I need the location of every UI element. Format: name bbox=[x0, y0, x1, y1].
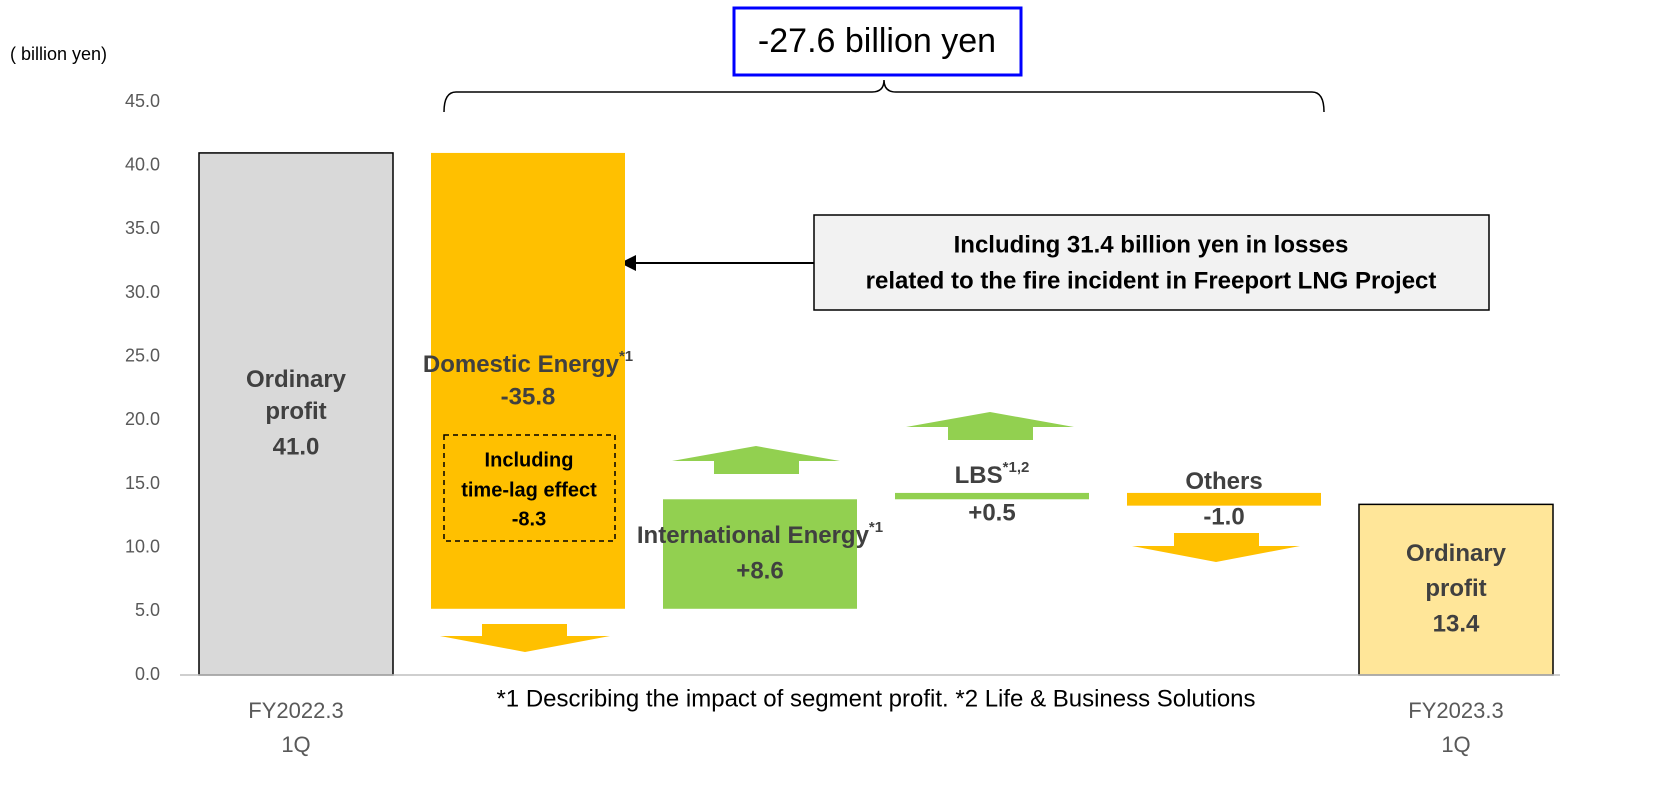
callout-box bbox=[813, 214, 1490, 311]
y-tick-label: 15.0 bbox=[125, 473, 160, 493]
y-tick-label: 45.0 bbox=[125, 91, 160, 111]
bar-label-text: Domestic Energy bbox=[423, 351, 620, 378]
value-label: 13.4 bbox=[1433, 610, 1480, 637]
value-label: +8.6 bbox=[736, 557, 783, 584]
y-tick-label: 35.0 bbox=[125, 218, 160, 238]
bar-label-text: International Energy bbox=[637, 522, 870, 549]
y-tick-label: 10.0 bbox=[125, 536, 160, 556]
bar bbox=[663, 499, 857, 609]
x-tick-label: 1Q bbox=[1441, 732, 1470, 757]
unit-label: ( billion yen) bbox=[10, 44, 107, 64]
bar-label-text: profit bbox=[265, 398, 326, 425]
y-tick-label: 30.0 bbox=[125, 282, 160, 302]
x-tick-label: 1Q bbox=[281, 732, 310, 757]
total-change-box bbox=[732, 6, 1023, 77]
bar-label: LBS*1,2 bbox=[955, 459, 1030, 489]
value-label: -35.8 bbox=[501, 383, 556, 410]
up-arrow bbox=[906, 412, 1074, 440]
bar-label: International Energy*1 bbox=[637, 519, 883, 549]
superscript: *1 bbox=[869, 519, 883, 536]
bar-label-text: LBS bbox=[955, 462, 1003, 489]
down-arrow bbox=[1132, 533, 1300, 562]
superscript: *1,2 bbox=[1003, 459, 1030, 476]
note-box bbox=[443, 434, 616, 542]
down-arrow bbox=[440, 624, 610, 652]
callout-line: related to the fire incident in Freeport… bbox=[866, 267, 1437, 294]
note-line: time-lag effect bbox=[461, 479, 597, 501]
superscript: *1 bbox=[619, 348, 633, 365]
bar-label-text: profit bbox=[1425, 575, 1486, 602]
y-tick-label: 40.0 bbox=[125, 154, 160, 174]
bar-label-text: Others bbox=[1185, 468, 1262, 495]
total-change: -27.6 billion yen bbox=[758, 22, 996, 60]
bar bbox=[431, 152, 625, 609]
value-label: -1.0 bbox=[1203, 503, 1244, 530]
up-arrow bbox=[672, 446, 840, 474]
bar-label: profit bbox=[1425, 575, 1486, 602]
callout-line: Including 31.4 billion yen in losses bbox=[954, 231, 1349, 258]
bar bbox=[1127, 492, 1321, 506]
bar-label: Others bbox=[1185, 468, 1262, 495]
bar bbox=[1358, 503, 1554, 676]
callout-arrowhead bbox=[620, 255, 636, 271]
y-tick-label: 20.0 bbox=[125, 409, 160, 429]
bar-label: profit bbox=[265, 398, 326, 425]
x-tick-label: FY2023.3 bbox=[1408, 698, 1503, 723]
x-tick-label: FY2022.3 bbox=[248, 698, 343, 723]
note-line: Including bbox=[485, 449, 574, 471]
bar-label-text: Ordinary bbox=[246, 366, 347, 393]
bar-label: Domestic Energy*1 bbox=[423, 348, 633, 378]
value-label: +0.5 bbox=[968, 499, 1015, 526]
brace bbox=[443, 79, 1325, 113]
value-label: 41.0 bbox=[273, 433, 320, 460]
bar-label-text: Ordinary bbox=[1406, 540, 1507, 567]
footnote: *1 Describing the impact of segment prof… bbox=[496, 685, 1255, 712]
bar bbox=[198, 152, 394, 676]
bar-label: Ordinary bbox=[1406, 540, 1507, 567]
bar-label: Ordinary bbox=[246, 366, 347, 393]
y-tick-label: 25.0 bbox=[125, 345, 160, 365]
bar bbox=[895, 492, 1089, 500]
y-tick-label: 5.0 bbox=[135, 600, 160, 620]
y-tick-label: 0.0 bbox=[135, 664, 160, 684]
note-line: -8.3 bbox=[512, 508, 546, 530]
